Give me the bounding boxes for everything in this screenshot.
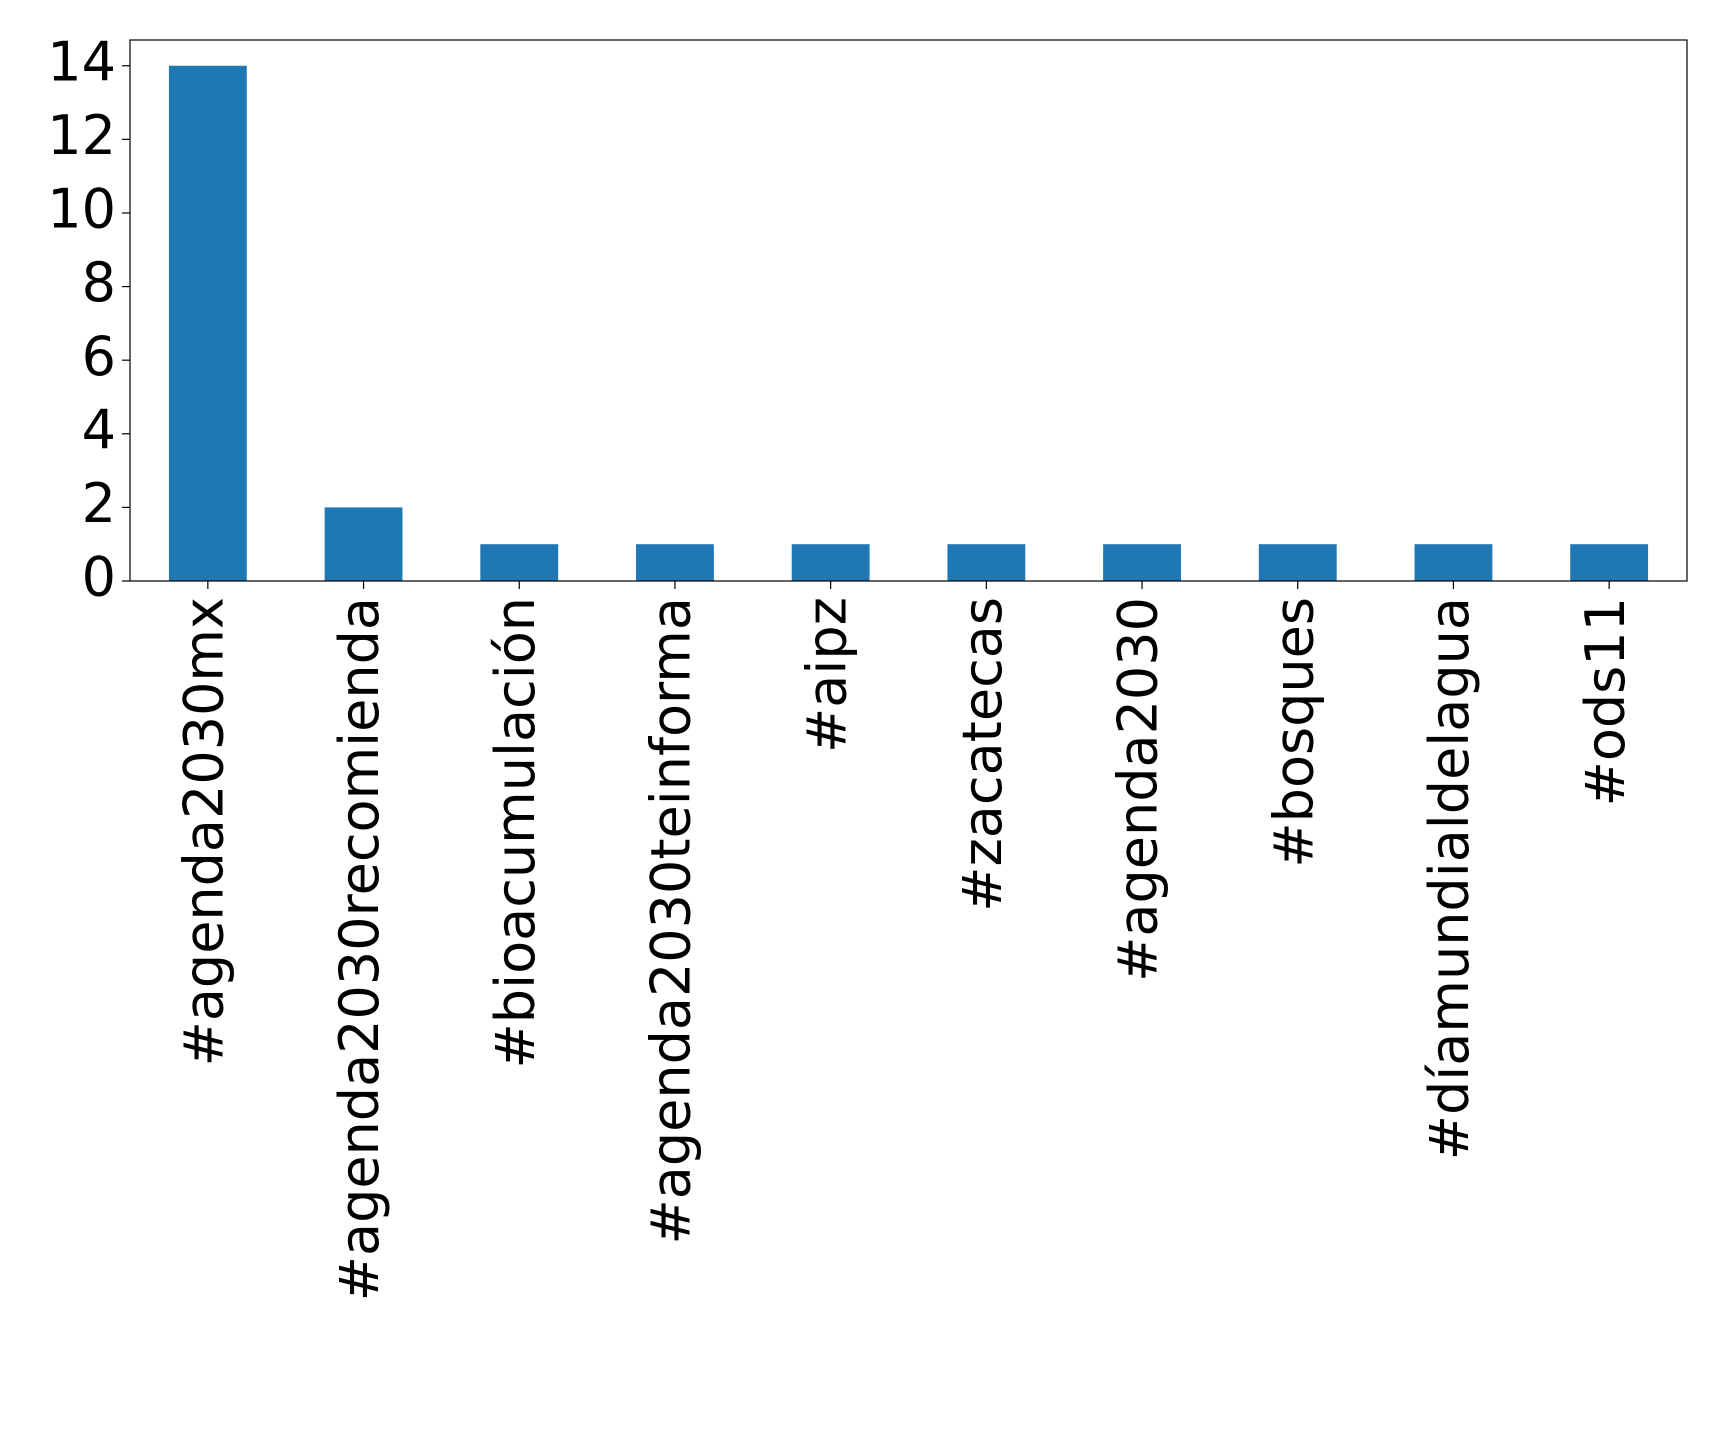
x-tick-label: #ods11 <box>1574 597 1637 806</box>
bar <box>1570 544 1649 581</box>
x-tick-label: #díamundialdelagua <box>1418 597 1481 1160</box>
y-tick-label: 2 <box>82 472 116 535</box>
y-tick-label: 8 <box>82 251 116 314</box>
x-tick-label: #agenda2030recomienda <box>328 597 391 1301</box>
x-tick-label: #agenda2030 <box>1107 597 1170 982</box>
x-tick-label: #bioacumulación <box>484 597 547 1068</box>
y-tick-label: 6 <box>82 325 116 388</box>
x-tick-label: #zacatecas <box>951 597 1014 912</box>
bar <box>791 544 870 581</box>
bar <box>168 65 247 581</box>
y-tick-label: 10 <box>47 178 116 241</box>
bar <box>1258 544 1337 581</box>
x-tick-label: #agenda2030mx <box>172 597 235 1066</box>
bar <box>324 507 403 581</box>
x-tick-label: #agenda2030teinforma <box>640 597 703 1244</box>
bar <box>480 544 559 581</box>
plot-frame <box>129 39 1688 582</box>
bar <box>947 544 1026 581</box>
bar <box>636 544 714 581</box>
y-tick-label: 0 <box>82 546 116 609</box>
x-tick-label: #bosques <box>1262 597 1325 868</box>
y-tick-label: 12 <box>47 104 116 167</box>
x-tick-label: #aipz <box>795 597 858 753</box>
bar <box>1103 544 1181 581</box>
y-tick-label: 14 <box>47 30 116 93</box>
y-tick-label: 4 <box>82 398 116 461</box>
bar <box>1414 544 1493 581</box>
